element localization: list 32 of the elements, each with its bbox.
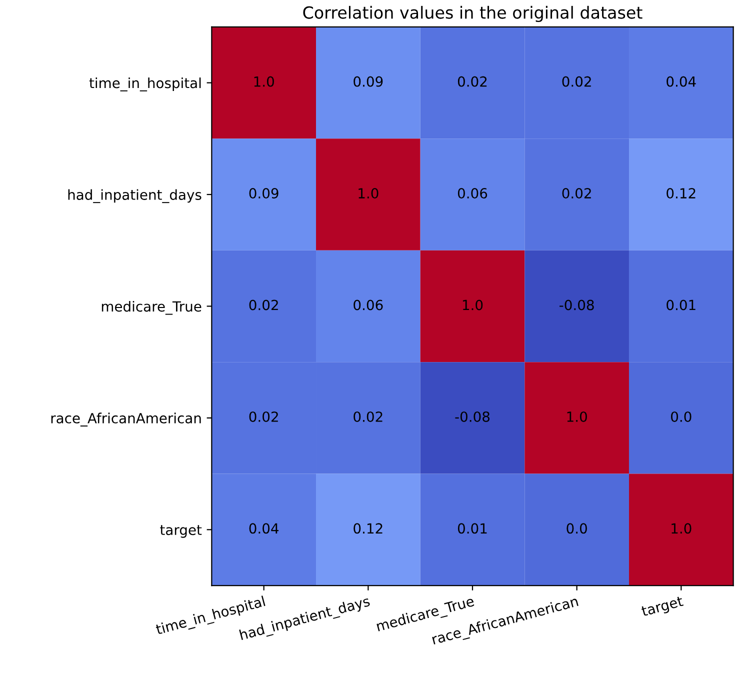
data-label: 1.0 — [358, 188, 378, 199]
data-label: 0.01 — [458, 523, 487, 534]
data-label: 0.06 — [458, 188, 488, 199]
data-label: 0.04 — [666, 76, 696, 87]
data-label: 0.12 — [354, 523, 382, 534]
data-label: -0.08 — [455, 411, 490, 422]
data-label: 0.02 — [458, 76, 487, 87]
data-label: 0.09 — [354, 76, 383, 87]
data-label: 0.12 — [666, 188, 696, 199]
y-tick-label: medicare_True — [102, 300, 202, 315]
data-label: 0.02 — [562, 76, 591, 87]
data-label: 1.0 — [567, 411, 587, 422]
data-label: -0.08 — [560, 300, 594, 310]
y-tick-label: race_AfricanAmerican — [51, 412, 201, 426]
data-label: 0.02 — [249, 411, 278, 422]
data-label: 1.0 — [462, 300, 483, 310]
data-label: 0.0 — [566, 523, 587, 534]
data-label: 1.0 — [672, 523, 692, 534]
y-tick-label: time_in_hospital — [89, 78, 201, 92]
data-label: 0.06 — [354, 300, 383, 310]
data-label: 0.04 — [249, 523, 279, 534]
data-label: 0.02 — [354, 411, 382, 422]
y-tick-label: target — [160, 525, 202, 538]
data-label: 0.02 — [562, 188, 591, 199]
data-label: 0.02 — [249, 300, 278, 310]
chart-title: Correlation values in the original dataset — [303, 6, 642, 22]
data-label: 0.09 — [249, 188, 278, 199]
data-label: 0.0 — [671, 411, 692, 422]
y-tick-label: had_inpatient_days — [68, 189, 202, 204]
data-label: 0.01 — [666, 300, 696, 310]
data-label: 1.0 — [254, 76, 274, 87]
x-tick-label: target — [640, 596, 684, 620]
